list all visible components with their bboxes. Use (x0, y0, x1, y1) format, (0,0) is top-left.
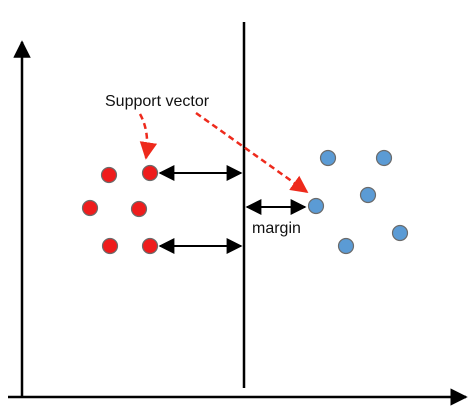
red-class-points (81, 164, 159, 255)
red-point-middle-right (130, 200, 148, 218)
blue-point-support (307, 197, 325, 215)
blue-point-bottom-left (337, 237, 355, 255)
blue-class-points (307, 149, 409, 255)
red-point-bottom-left (101, 237, 119, 255)
red-point-middle-left (81, 199, 99, 217)
margin-label: margin (252, 220, 301, 237)
red-point-bottom-right (141, 237, 159, 255)
blue-point-top-right (375, 149, 393, 167)
support-vector-label: Support vector (105, 93, 210, 110)
support-vector-pointer-right (195, 111, 309, 194)
blue-point-middle-right (359, 186, 377, 204)
red-point-top-right (141, 164, 159, 182)
blue-point-bottom-right (391, 224, 409, 242)
blue-point-top-left (319, 149, 337, 167)
red-point-top-left (100, 166, 118, 184)
support-vector-pointer-left (138, 113, 158, 160)
